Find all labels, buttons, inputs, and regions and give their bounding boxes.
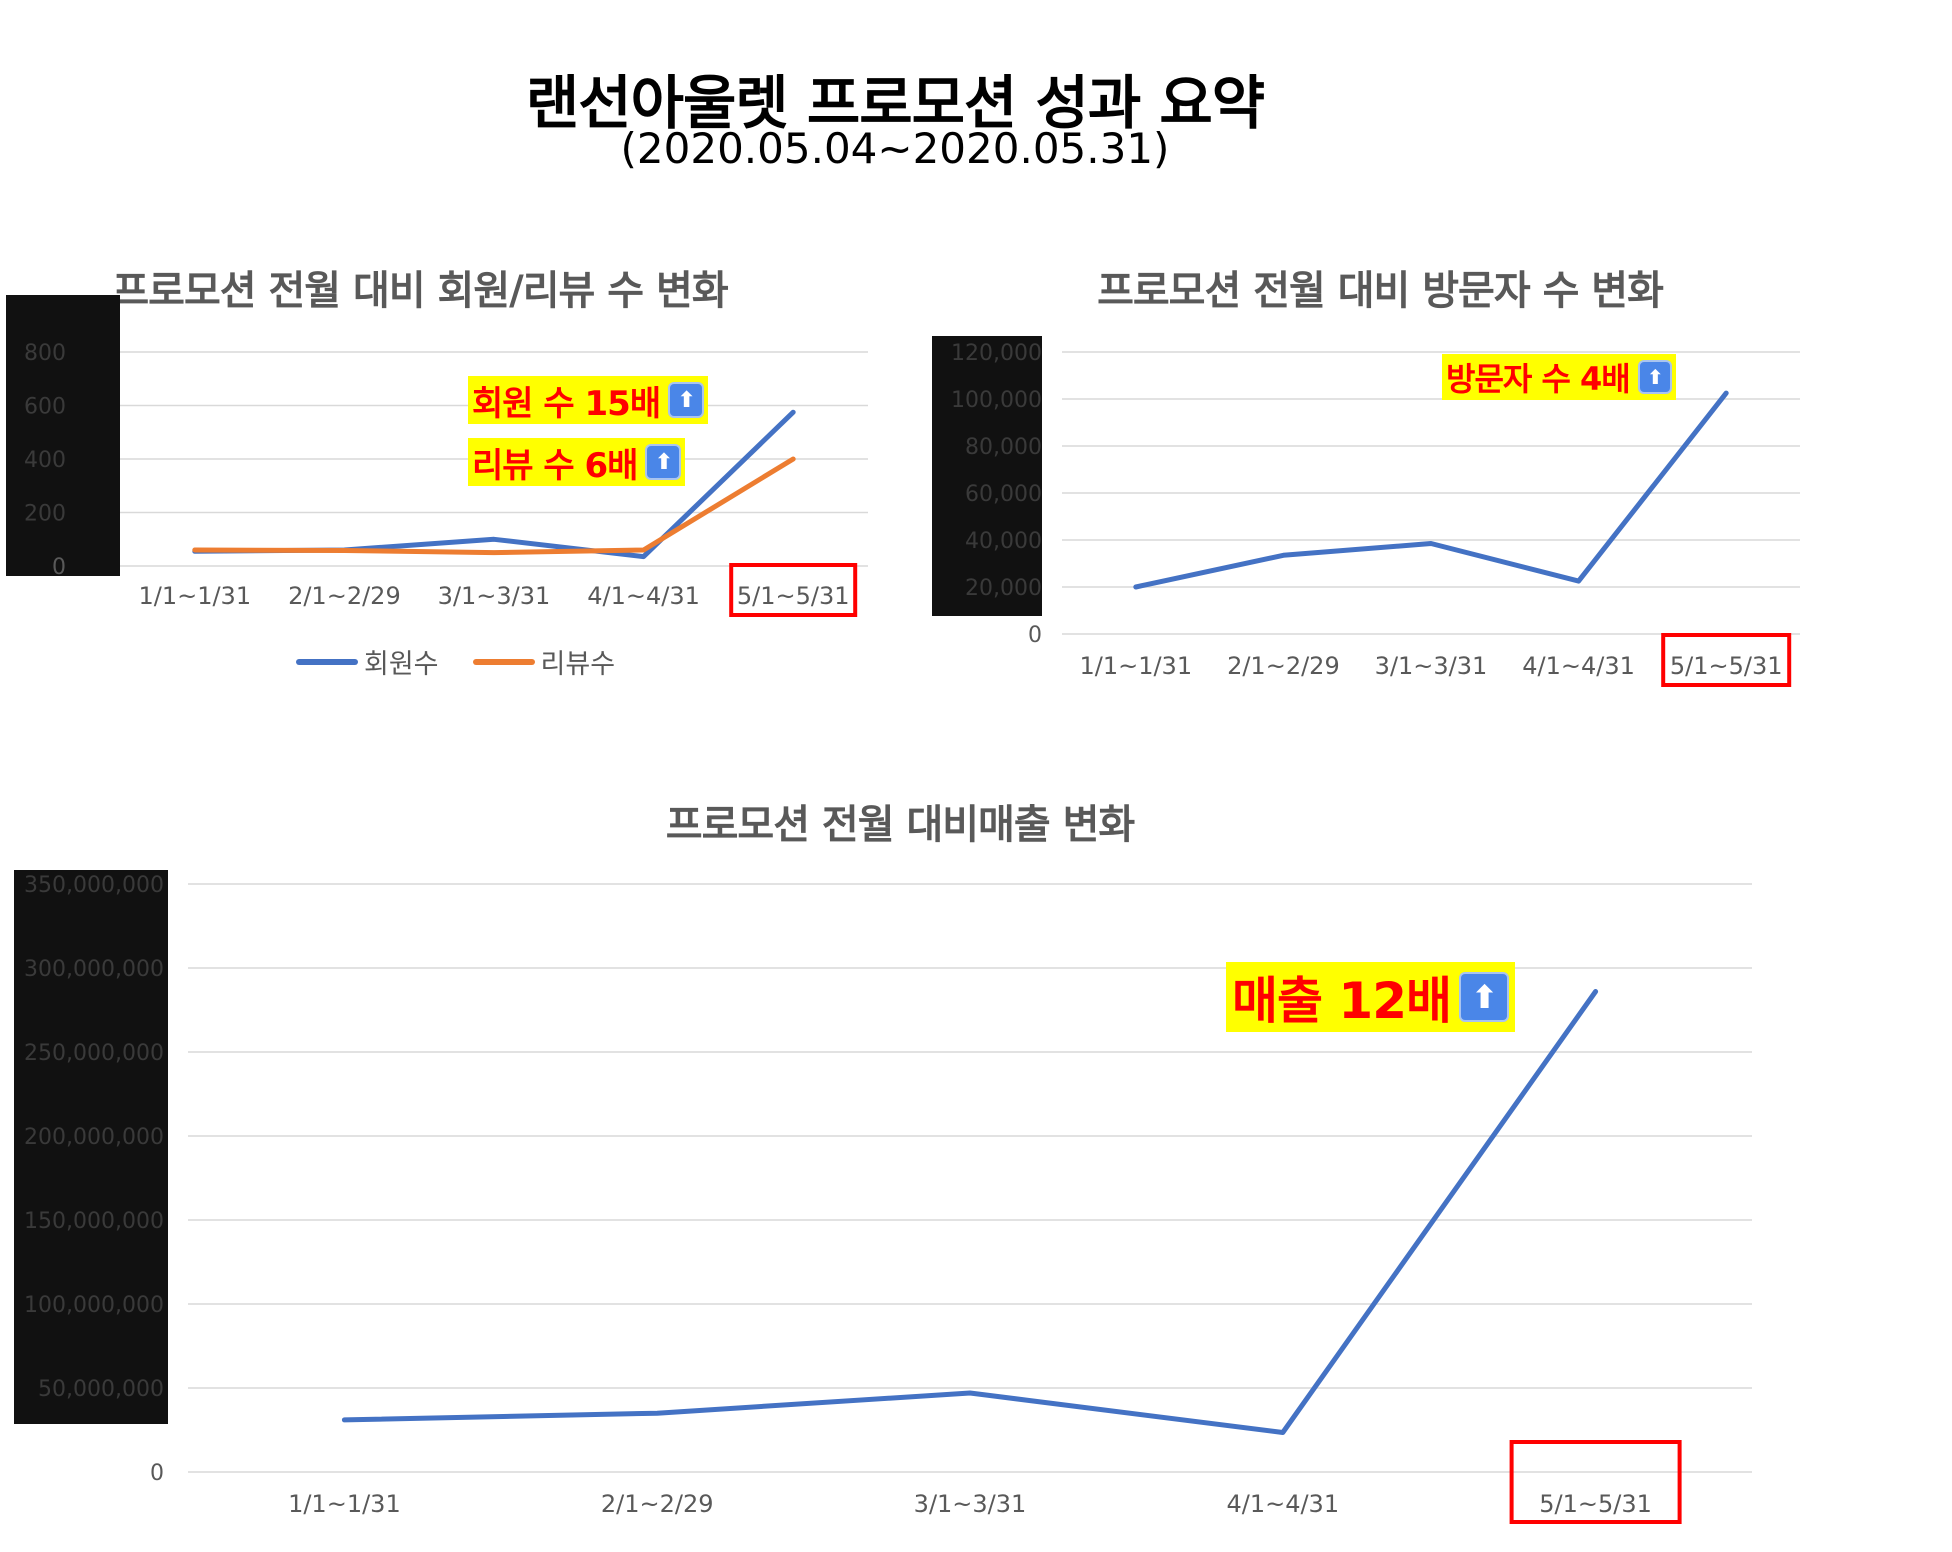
x-tick-label-visitors: 4/1~4/31 <box>1522 652 1635 680</box>
y-tick-label-visitors: 20,000 <box>965 576 1042 601</box>
highlight-box-visitors <box>1661 633 1792 687</box>
x-tick-label-members-reviews: 5/1~5/31 <box>737 582 850 610</box>
x-tick-label-sales: 3/1~3/31 <box>914 1490 1027 1518</box>
x-tick-label-sales: 4/1~4/31 <box>1226 1490 1339 1518</box>
redaction-block-members-reviews <box>6 295 120 576</box>
y-tick-label-sales: 100,000,000 <box>24 1293 164 1318</box>
x-tick-label-visitors: 2/1~2/29 <box>1227 652 1340 680</box>
x-tick-label-members-reviews: 1/1~1/31 <box>138 582 251 610</box>
y-tick-label-sales: 250,000,000 <box>24 1041 164 1066</box>
series-line-members-reviews-1 <box>192 456 796 556</box>
series-line-visitors-0 <box>1133 390 1729 590</box>
y-tick-label-members-reviews: 200 <box>24 502 66 527</box>
x-tick-label-members-reviews: 4/1~4/31 <box>587 582 700 610</box>
up-arrow-icon: ⬆ <box>645 444 682 480</box>
page-title: 랜선아울렛 프로모션 성과 요약 <box>525 69 1265 137</box>
callout-visitors-text: 방문자 수 4배 <box>1446 360 1631 398</box>
y-tick-label-sales: 0 <box>150 1461 164 1486</box>
highlight-box-sales <box>1509 1440 1682 1524</box>
y-tick-label-visitors: 120,000 <box>951 341 1042 366</box>
up-arrow-icon: ⬆ <box>1637 360 1672 394</box>
highlight-box-members-reviews <box>729 563 858 617</box>
up-arrow-icon: ⬆ <box>668 382 705 418</box>
chart-title-sales: 프로모션 전월 대비매출 변화 <box>665 802 1135 848</box>
series-line-sales-0 <box>341 989 1599 1435</box>
x-tick-label-sales: 2/1~2/29 <box>601 1490 714 1518</box>
legend-label-reviews: 리뷰수 <box>540 649 616 680</box>
x-tick-label-members-reviews: 2/1~2/29 <box>288 582 401 610</box>
x-tick-label-sales: 5/1~5/31 <box>1539 1490 1652 1518</box>
redaction-block-visitors <box>932 336 1042 616</box>
y-tick-label-visitors: 0 <box>1028 623 1042 648</box>
callout-reviews: 리뷰 수 6배 ⬆ <box>468 438 686 486</box>
callout-sales-text: 매출 12배 <box>1232 972 1452 1030</box>
legend-label-members: 회원수 <box>364 649 439 680</box>
y-tick-label-visitors: 60,000 <box>965 482 1042 507</box>
y-tick-label-sales: 50,000,000 <box>38 1377 164 1402</box>
up-arrow-icon: ⬆ <box>1459 972 1509 1022</box>
legend-members-reviews: 회원수 리뷰수 <box>296 642 615 681</box>
x-tick-label-visitors: 5/1~5/31 <box>1670 652 1783 680</box>
legend-swatch-reviews <box>472 658 535 665</box>
y-tick-label-visitors: 40,000 <box>965 529 1042 554</box>
page-subtitle: (2020.05.04~2020.05.31) <box>620 124 1170 173</box>
y-tick-label-sales: 300,000,000 <box>24 957 164 982</box>
callout-members: 회원 수 15배 ⬆ <box>468 376 709 424</box>
x-tick-label-visitors: 1/1~1/31 <box>1079 652 1192 680</box>
y-tick-label-members-reviews: 800 <box>24 341 66 366</box>
redaction-block-sales <box>14 870 168 1424</box>
chart-title-visitors: 프로모션 전월 대비 방문자 수 변화 <box>1097 268 1664 314</box>
y-tick-label-members-reviews: 600 <box>24 395 66 420</box>
chart-title-members-reviews: 프로모션 전월 대비 회원/리뷰 수 변화 <box>112 268 728 314</box>
x-tick-label-sales: 1/1~1/31 <box>288 1490 401 1518</box>
y-tick-label-visitors: 100,000 <box>951 388 1042 413</box>
y-tick-label-members-reviews: 400 <box>24 448 66 473</box>
x-tick-label-visitors: 3/1~3/31 <box>1375 652 1488 680</box>
legend-item-members: 회원수 <box>296 642 439 681</box>
y-tick-label-visitors: 80,000 <box>965 435 1042 460</box>
callout-sales: 매출 12배 ⬆ <box>1226 962 1515 1032</box>
y-tick-label-sales: 200,000,000 <box>24 1125 164 1150</box>
x-tick-label-members-reviews: 3/1~3/31 <box>438 582 551 610</box>
legend-swatch-members <box>296 658 358 665</box>
legend-item-reviews: 리뷰수 <box>472 642 616 681</box>
y-tick-label-sales: 350,000,000 <box>24 873 164 898</box>
callout-visitors: 방문자 수 4배 ⬆ <box>1442 354 1676 400</box>
y-tick-label-members-reviews: 0 <box>52 555 66 580</box>
callout-reviews-text: 리뷰 수 6배 <box>472 445 638 486</box>
y-tick-label-sales: 150,000,000 <box>24 1209 164 1234</box>
callout-members-text: 회원 수 15배 <box>472 383 661 424</box>
